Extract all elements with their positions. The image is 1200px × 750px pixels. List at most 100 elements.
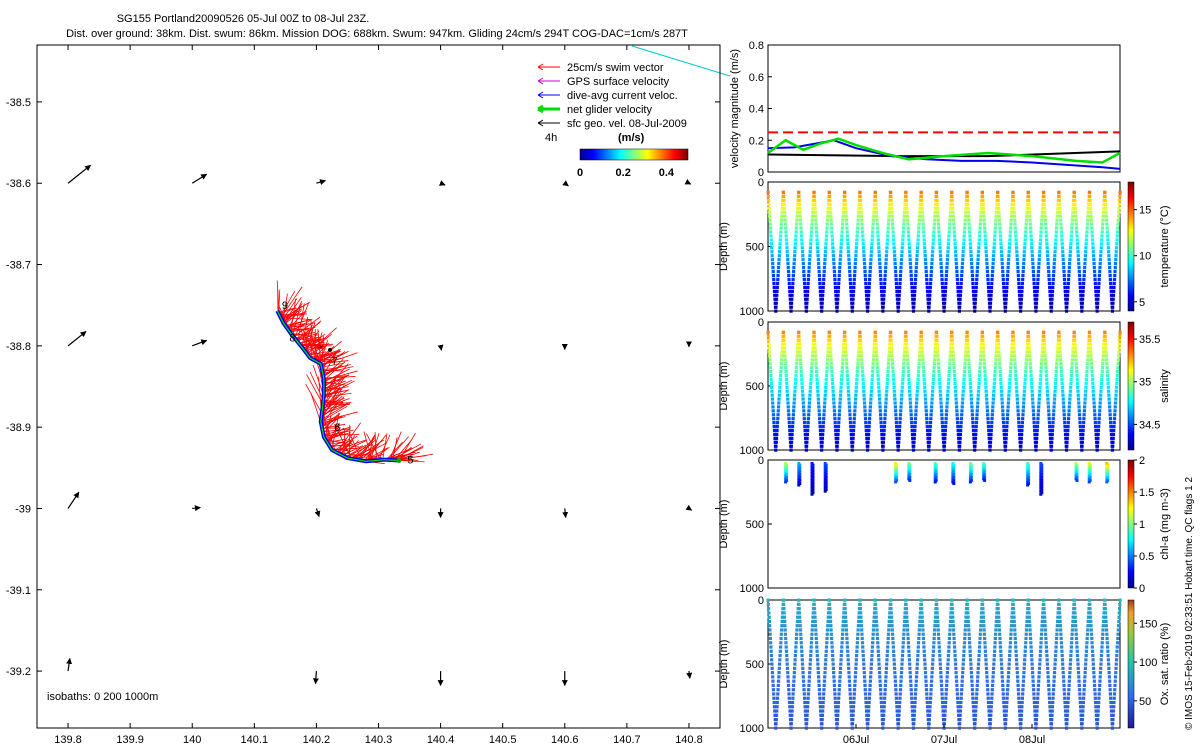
salinity-data-point — [924, 409, 928, 413]
salinity-data-point — [1069, 385, 1073, 389]
salinity-data-point — [1076, 385, 1080, 389]
salinity-data-point — [1007, 397, 1011, 401]
salinity-data-point — [822, 409, 826, 413]
salinity-data-point — [961, 385, 966, 389]
salinity-data-point — [928, 432, 932, 436]
temperature-data-point — [1038, 238, 1043, 242]
oxygen-data-point — [800, 649, 804, 653]
geo-vector-arrow — [67, 491, 80, 509]
temperature-data-point — [890, 222, 895, 226]
oxygen-data-point — [883, 696, 887, 700]
oxygen-data-point — [854, 662, 858, 666]
salinity-data-point — [846, 377, 850, 382]
salinity-data-point — [1000, 405, 1005, 409]
temperature-data-point — [966, 214, 971, 218]
salinity-data-point — [1048, 424, 1052, 429]
oxygen-data-point — [1070, 632, 1074, 636]
oxygen-data-point — [1047, 683, 1051, 688]
salinity-data-point — [1008, 369, 1013, 374]
temperature-data-point — [884, 265, 888, 270]
chla-data-point — [785, 475, 789, 479]
temperature-data-point — [892, 242, 896, 246]
chla-data-point — [982, 462, 986, 465]
salinity-data-point — [1010, 346, 1014, 350]
temperature-data-point — [1087, 190, 1092, 195]
salinity-data-point — [871, 369, 875, 374]
salinity-data-point — [1034, 448, 1038, 452]
oxygen-data-point — [946, 658, 950, 662]
salinity-data-point — [968, 381, 972, 385]
temperature-data-point — [1060, 246, 1065, 250]
salinity-data-point — [1101, 362, 1105, 366]
temperature-data-point — [817, 269, 821, 274]
salinity-data-point — [1065, 432, 1070, 436]
salinity-colorbar-label: salinity — [1159, 369, 1171, 403]
oxygen-data-point — [1013, 628, 1017, 632]
salinity-data-point — [879, 424, 883, 429]
oxygen-data-point — [828, 615, 832, 619]
oxygen-data-point — [800, 662, 805, 666]
oxygen-data-point — [1101, 632, 1105, 636]
oxygen-data-point — [948, 628, 952, 632]
oxygen-data-point — [810, 624, 815, 628]
oxygen-data-point — [844, 624, 848, 628]
oxygen-data-point — [906, 628, 910, 632]
temperature-data-point — [838, 265, 842, 270]
temperature-data-point — [1035, 293, 1039, 297]
salinity-data-point — [866, 444, 870, 448]
salinity-data-point — [799, 369, 803, 374]
salinity-data-point — [767, 346, 771, 350]
salinity-data-point — [850, 448, 854, 452]
oxygen-data-point — [918, 619, 922, 624]
salinity-data-point — [847, 405, 852, 409]
temperature-data-point — [961, 246, 966, 250]
chla-data-point — [1040, 466, 1044, 470]
temperature-data-point — [780, 210, 784, 214]
oxygen-data-point — [969, 666, 973, 670]
oxygen-data-point — [953, 658, 957, 662]
oxygen-data-point — [912, 713, 916, 717]
temperature-data-point — [836, 285, 841, 289]
salinity-data-point — [927, 436, 932, 440]
oxygen-data-point — [960, 679, 964, 683]
oxygen-data-point — [856, 624, 860, 628]
temperature-data-point — [824, 246, 828, 250]
oxygen-data-point — [779, 641, 783, 645]
salinity-data-point — [1012, 346, 1016, 350]
temperature-data-point — [845, 230, 849, 234]
salinity-data-point — [814, 362, 818, 366]
oxygen-data-point — [823, 666, 827, 670]
temperature-data-point — [832, 258, 836, 262]
oxygen-data-point — [975, 683, 979, 688]
temperature-data-point — [837, 273, 841, 278]
oxygen-data-point — [1063, 705, 1067, 709]
chla-data-point — [1027, 481, 1031, 485]
temperature-data-point — [800, 246, 804, 250]
salinity-data-point — [964, 346, 968, 350]
temperature-data-point — [825, 218, 830, 222]
oxygen-data-point — [1027, 615, 1031, 619]
salinity-data-point — [998, 369, 1002, 374]
oxygen-data-point — [951, 624, 955, 628]
temperature-data-point — [883, 281, 887, 286]
salinity-data-point — [1036, 421, 1040, 425]
oxygen-data-point — [1101, 624, 1105, 628]
temperature-data-point — [1004, 293, 1008, 297]
swim-vector — [325, 439, 346, 444]
oxygen-data-point — [913, 705, 917, 709]
temperature-data-point — [815, 246, 820, 250]
temperature-data-point — [1068, 250, 1072, 254]
salinity-data-point — [898, 417, 902, 421]
temperature-data-point — [921, 214, 925, 218]
temperature-data-point — [1083, 254, 1088, 258]
temperature-data-point — [1105, 230, 1109, 234]
geo-vector-arrow — [562, 180, 569, 187]
oxygen-data-point — [848, 692, 852, 696]
temperature-data-point — [971, 285, 975, 289]
salinity-data-point — [1034, 444, 1038, 448]
oxygen-data-point — [1015, 671, 1019, 675]
oxygen-data-point — [1004, 717, 1008, 722]
temperature-data-point — [885, 242, 889, 246]
temperature-data-point — [864, 281, 868, 286]
